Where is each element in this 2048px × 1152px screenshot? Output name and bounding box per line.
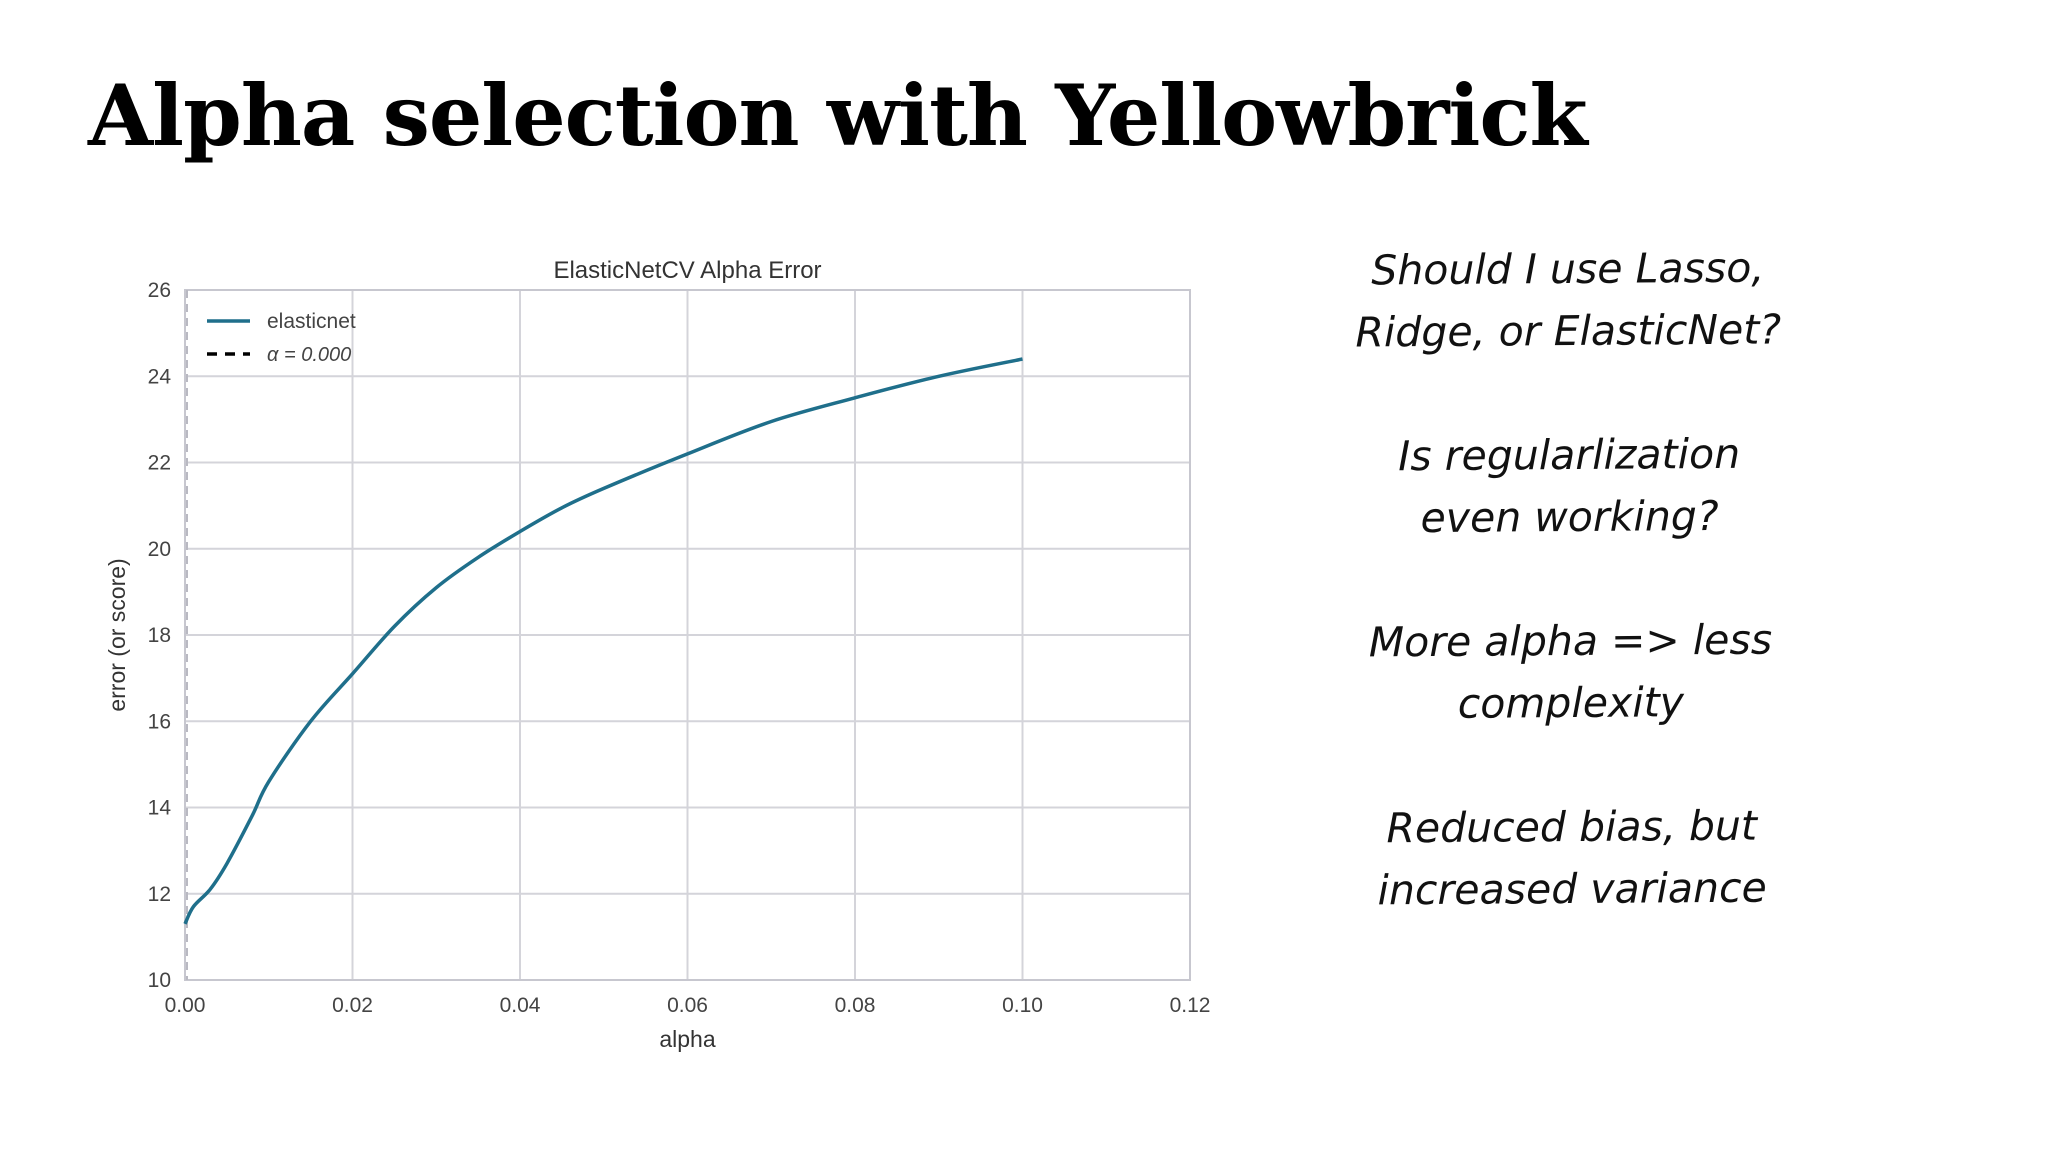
y-tick-label: 10 xyxy=(148,969,171,992)
x-tick-label: 0.04 xyxy=(500,994,541,1017)
y-tick-label: 12 xyxy=(148,883,171,906)
note-bias-variance: Reduced bias, but increased variance xyxy=(1377,801,1767,915)
note-model-choice: Should I use Lasso, Ridge, or ElasticNet… xyxy=(1355,243,1782,357)
grid xyxy=(184,289,1191,981)
y-tick-label: 20 xyxy=(148,538,171,561)
legend-label-alpha: α = 0.000 xyxy=(267,344,351,366)
legend-label-elasticnet: elasticnet xyxy=(267,310,356,333)
x-tick-label: 0.06 xyxy=(667,994,708,1017)
x-tick-label: 0.10 xyxy=(1002,994,1043,1017)
y-tick-label: 18 xyxy=(148,624,171,647)
y-tick-label: 16 xyxy=(148,710,171,733)
y-tick-label: 22 xyxy=(148,452,171,475)
alpha-error-chart: 0.00 0.02 0.04 0.06 0.08 0.10 0.12 10 12 14 16 18 20… xyxy=(104,257,1211,1052)
tick-labels: 0.00 0.02 0.04 0.06 0.08 0.10 0.12 10 12 14 16 18 20… xyxy=(148,279,1211,1017)
notes-panel: Should I use Lasso, Ridge, or ElasticNet… xyxy=(1298,236,1843,922)
note-complexity: More alpha => less complexity xyxy=(1368,615,1773,728)
x-tick-label: 0.08 xyxy=(835,994,876,1017)
x-tick-label: 0.02 xyxy=(332,994,373,1017)
chart-title: ElasticNetCV Alpha Error xyxy=(553,257,821,284)
y-tick-label: 14 xyxy=(148,797,172,820)
y-tick-label: 26 xyxy=(148,279,171,302)
note-regularization: Is regularlization even working? xyxy=(1398,429,1741,543)
x-tick-label: 0.00 xyxy=(165,994,206,1017)
y-axis-label: error (or score) xyxy=(104,558,130,711)
series-line-elasticnet xyxy=(183,357,1023,925)
x-tick-label: 0.12 xyxy=(1170,994,1211,1017)
slide-title: Alpha selection with Yellowbrick xyxy=(88,66,1588,165)
plot-frame xyxy=(184,289,1191,981)
x-axis-label: alpha xyxy=(659,1026,715,1052)
y-tick-label: 24 xyxy=(148,365,172,388)
legend: elasticnet α = 0.000 xyxy=(207,310,356,366)
